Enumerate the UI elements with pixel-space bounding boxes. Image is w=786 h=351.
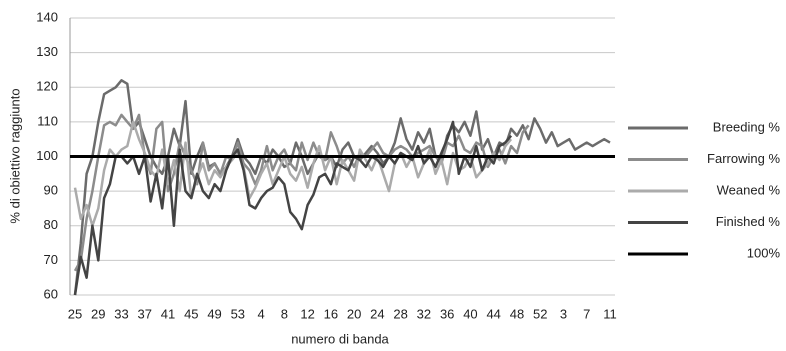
y-tick-label: 60: [44, 286, 58, 301]
x-tick-label: 4: [257, 306, 264, 321]
x-tick-label: 53: [231, 306, 245, 321]
x-tick-label: 7: [583, 306, 590, 321]
series-line: [73, 79, 611, 296]
x-tick-label: 33: [114, 306, 128, 321]
y-tick-label: 120: [36, 79, 58, 94]
series-line: [73, 113, 530, 272]
y-tick-label: 140: [36, 9, 58, 24]
legend-label: Weaned %: [717, 182, 781, 197]
x-tick-label: 37: [138, 306, 152, 321]
x-tick-label: 45: [184, 306, 198, 321]
x-tick-label: 20: [347, 306, 361, 321]
y-tick-label: 90: [44, 183, 58, 198]
y-tick-label: 100: [36, 148, 58, 163]
x-tick-label: 32: [417, 306, 431, 321]
x-tick-label: 49: [207, 306, 221, 321]
x-axis-title: numero di banda: [291, 331, 389, 346]
y-tick-label: 80: [44, 217, 58, 232]
x-tick-label: 8: [281, 306, 288, 321]
x-tick-label: 3: [560, 306, 567, 321]
y-axis-title: % di obiettivo raggiunto: [7, 88, 22, 223]
x-tick-label: 52: [533, 306, 547, 321]
x-tick-label: 12: [300, 306, 314, 321]
legend-label: 100%: [747, 245, 781, 260]
x-tick-label: 48: [510, 306, 524, 321]
series-line: [73, 120, 513, 296]
y-tick-label: 130: [36, 44, 58, 59]
x-tick-label: 41: [161, 306, 175, 321]
series-line: [73, 120, 513, 228]
legend-label: Finished %: [716, 214, 781, 229]
x-tick-label: 44: [486, 306, 500, 321]
x-tick-label: 24: [370, 306, 384, 321]
x-tick-label: 25: [68, 306, 82, 321]
x-tick-label: 36: [440, 306, 454, 321]
x-tick-label: 29: [91, 306, 105, 321]
x-tick-label: 16: [324, 306, 338, 321]
x-tick-label: 28: [393, 306, 407, 321]
x-tick-label: 40: [463, 306, 477, 321]
legend-label: Farrowing %: [707, 151, 780, 166]
x-tick-label: 11: [603, 306, 617, 321]
y-tick-label: 70: [44, 252, 58, 267]
y-tick-label: 110: [37, 113, 58, 128]
legend-label: Breeding %: [713, 119, 781, 134]
